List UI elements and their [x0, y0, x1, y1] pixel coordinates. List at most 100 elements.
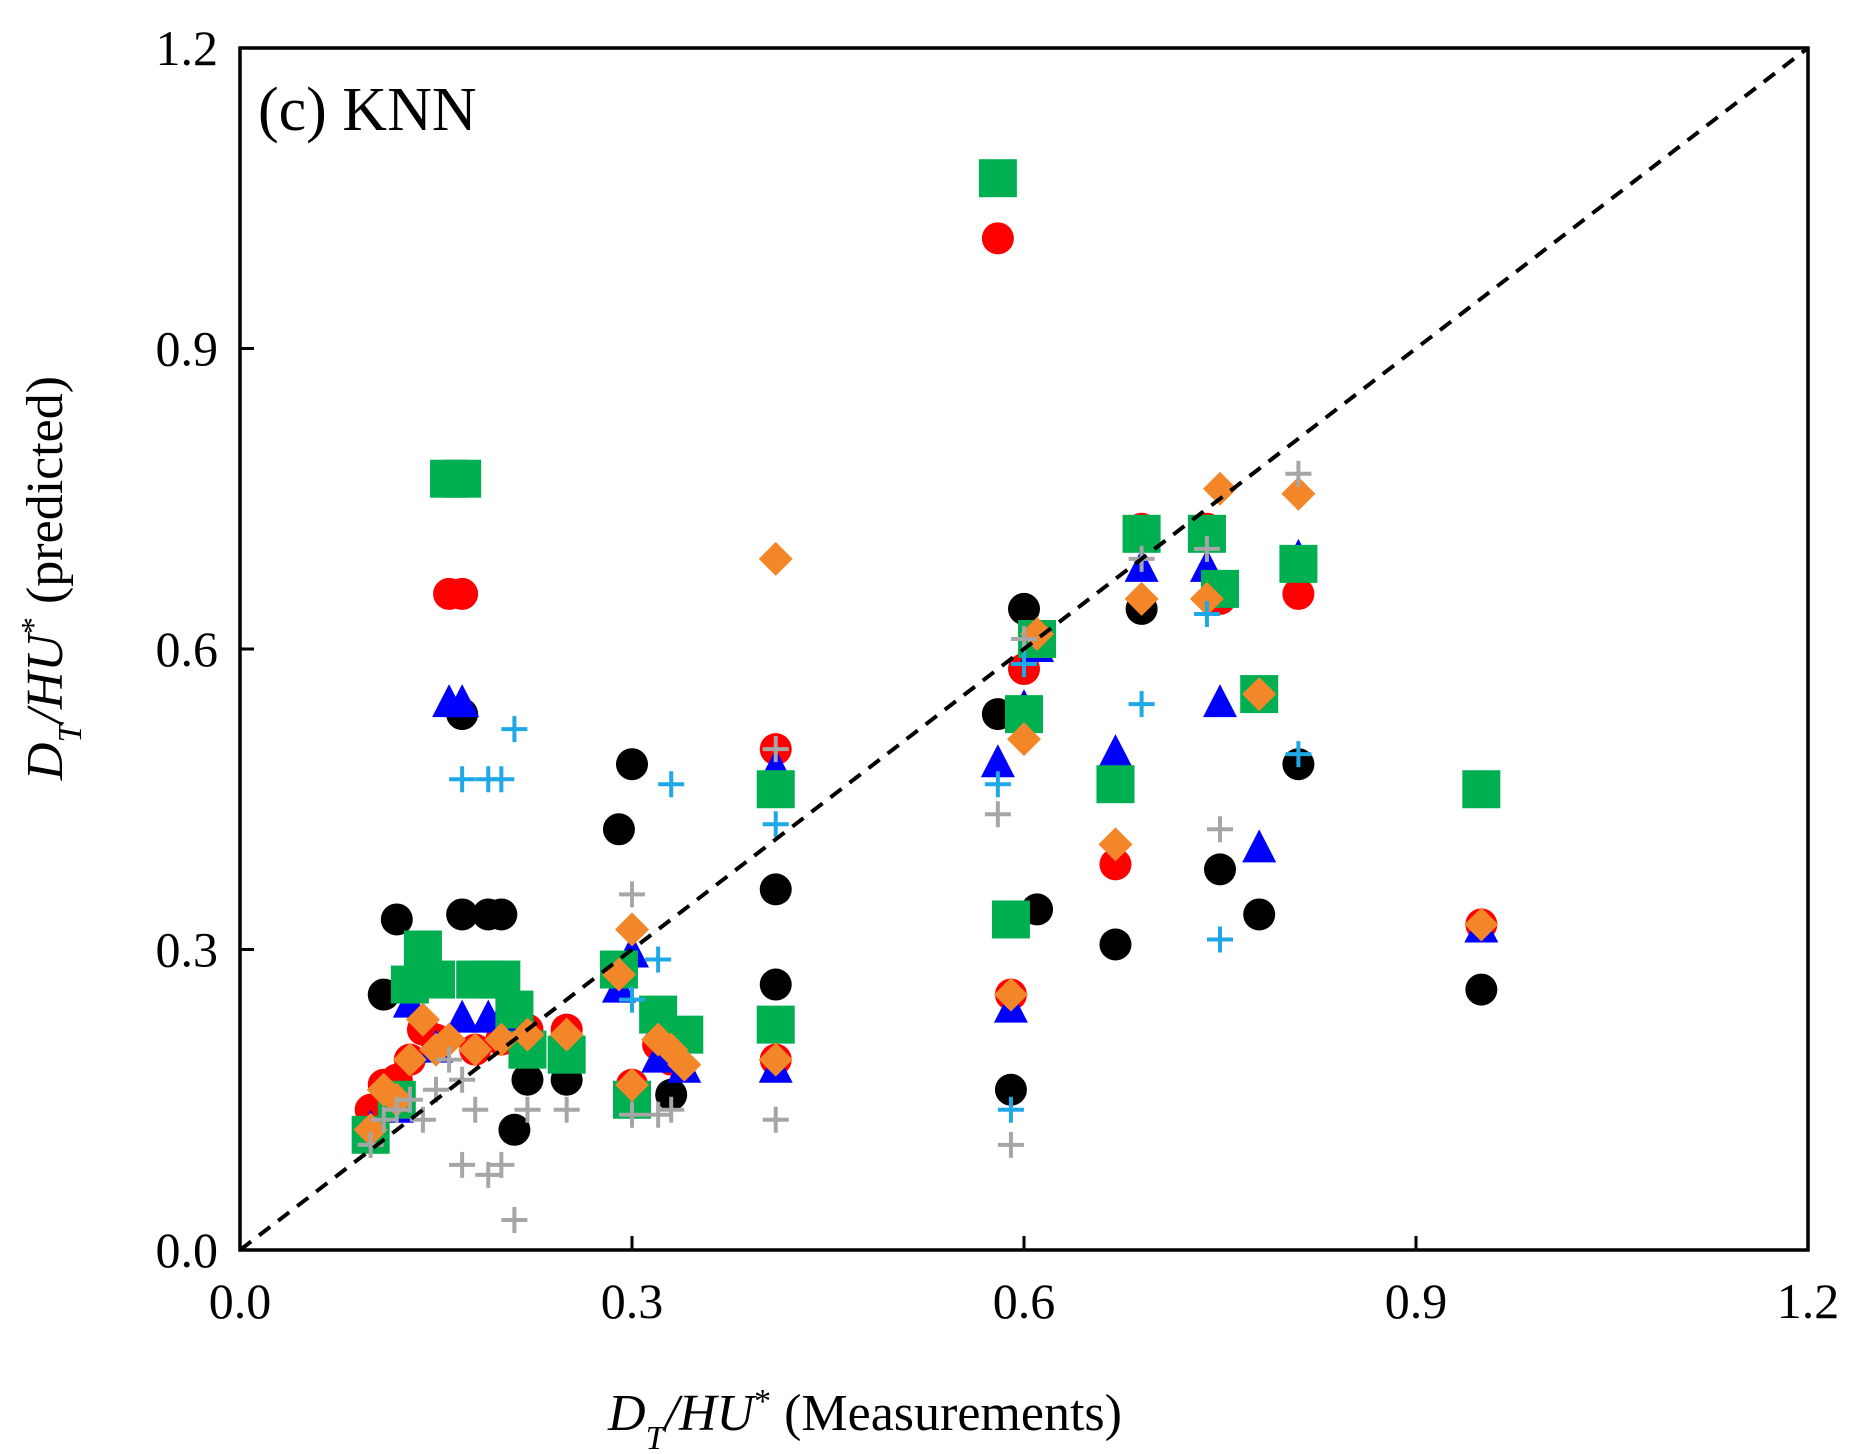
data-point — [1096, 765, 1135, 804]
data-point — [1464, 907, 1499, 942]
data-point — [758, 541, 793, 576]
series-6 — [449, 600, 1312, 1123]
data-point — [488, 766, 515, 793]
y-tick-label: 1.2 — [156, 20, 219, 76]
data-point — [1193, 600, 1220, 627]
data-point — [501, 1206, 528, 1233]
data-point — [602, 813, 635, 846]
data-point — [449, 1151, 476, 1178]
y-axis-title: DT/HU* (predicted) — [15, 376, 89, 781]
data-point — [449, 1066, 476, 1093]
data-point — [756, 770, 795, 809]
data-point — [510, 1017, 545, 1052]
data-point — [759, 873, 792, 906]
data-point — [984, 771, 1011, 798]
y-tick-label: 0.3 — [156, 922, 219, 978]
data-point — [758, 1042, 793, 1077]
x-axis-title: DT/HU* (Measurements) — [607, 1383, 1122, 1454]
data-marks — [351, 159, 1501, 1233]
data-point — [485, 898, 518, 931]
data-point — [756, 1005, 795, 1044]
data-point — [405, 1002, 440, 1037]
data-point — [436, 1046, 463, 1073]
data-point — [997, 1096, 1024, 1123]
data-point — [619, 986, 645, 1013]
data-point — [511, 1063, 544, 1096]
data-point — [432, 1022, 467, 1057]
data-point — [978, 159, 1017, 198]
data-point — [445, 684, 480, 718]
data-point — [658, 1096, 685, 1123]
data-point — [759, 968, 792, 1001]
data-point — [1124, 581, 1159, 616]
data-point — [984, 801, 1011, 828]
data-point — [615, 912, 649, 947]
data-point — [615, 1067, 649, 1102]
data-point — [645, 1101, 672, 1128]
data-point — [1204, 853, 1236, 886]
data-point — [1128, 691, 1155, 718]
data-point — [980, 744, 1015, 778]
series-4 — [351, 159, 1501, 1154]
data-point — [981, 222, 1014, 255]
one-to-one-reference-line — [238, 46, 1810, 1252]
y-tick-label: 0.0 — [156, 1222, 219, 1278]
data-point — [1020, 616, 1055, 651]
x-tick-label: 0.9 — [1385, 1273, 1448, 1329]
data-point — [396, 1086, 423, 1113]
series-5 — [353, 471, 1499, 1147]
data-point — [1203, 684, 1237, 718]
data-point — [667, 1047, 702, 1082]
data-point — [446, 898, 479, 931]
data-point — [619, 1101, 645, 1128]
data-point — [498, 1113, 531, 1146]
data-point — [445, 999, 480, 1033]
data-point — [762, 1106, 789, 1133]
data-point — [993, 977, 1028, 1012]
data-point — [1279, 544, 1318, 583]
data-point — [370, 1106, 397, 1133]
x-tick-label: 1.2 — [1777, 1273, 1840, 1329]
data-point — [392, 1042, 427, 1077]
data-point — [1008, 592, 1040, 625]
y-tick-label: 0.9 — [156, 321, 219, 377]
data-point — [383, 1096, 410, 1123]
data-point — [762, 736, 789, 763]
data-point — [994, 1073, 1027, 1106]
data-point — [449, 766, 476, 793]
series-2 — [354, 222, 1498, 1126]
data-point — [1285, 460, 1312, 487]
data-point — [1207, 926, 1233, 953]
data-point — [1243, 898, 1276, 931]
data-point — [1011, 651, 1037, 678]
data-point — [443, 459, 482, 498]
data-point — [619, 881, 645, 908]
data-point — [616, 748, 648, 781]
data-point — [762, 811, 789, 838]
data-point — [658, 771, 685, 798]
data-point — [991, 900, 1030, 939]
panel-label: (c) KNN — [258, 76, 477, 144]
data-point — [475, 1161, 502, 1188]
data-point — [1207, 816, 1233, 843]
series-7 — [357, 460, 1312, 1233]
data-point — [1462, 770, 1501, 809]
data-point — [1465, 973, 1498, 1006]
data-point — [655, 1078, 688, 1111]
data-point — [1242, 829, 1277, 863]
data-point — [645, 946, 672, 973]
data-point — [553, 1096, 580, 1123]
data-point — [1285, 741, 1312, 768]
data-point — [514, 1096, 541, 1123]
x-tick-label: 0.6 — [993, 1273, 1056, 1329]
data-point — [549, 1017, 584, 1052]
data-point — [1281, 476, 1316, 511]
data-point — [1099, 848, 1132, 881]
y-axis-ticks: 0.0 0.3 0.6 0.9 1.2 — [156, 20, 254, 1278]
data-point — [1098, 734, 1133, 768]
data-point — [484, 1022, 519, 1057]
data-point — [501, 716, 528, 743]
data-point — [1242, 677, 1277, 712]
data-point — [1098, 827, 1133, 862]
data-point — [1203, 471, 1237, 506]
